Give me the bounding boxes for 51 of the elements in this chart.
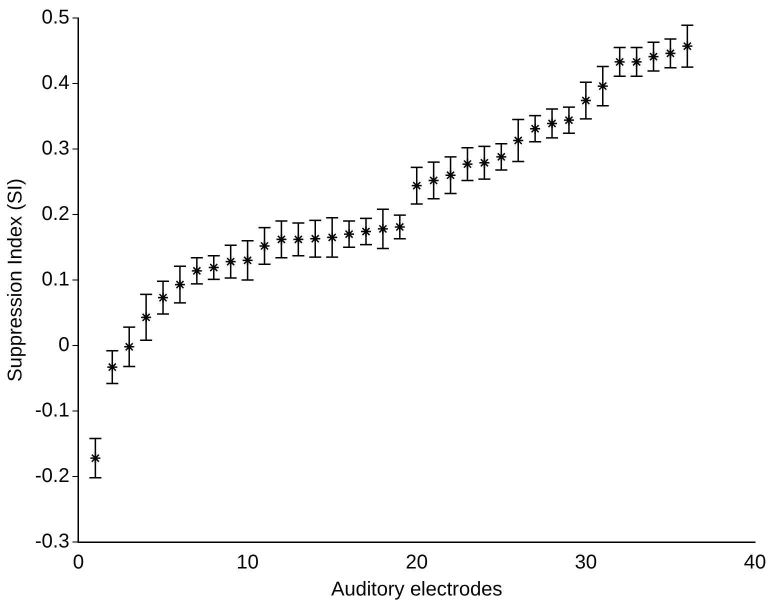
y-tick-label: 0.4 [42, 72, 70, 94]
point [224, 256, 236, 268]
y-axis-title: Suppression Index (SI) [4, 178, 27, 382]
point [191, 265, 203, 277]
point [546, 118, 558, 130]
y-tick-label: -0.3 [34, 530, 70, 553]
x-tick-label: 20 [406, 552, 428, 574]
point [258, 240, 270, 252]
point [410, 180, 422, 192]
point [664, 48, 676, 60]
point [394, 221, 406, 233]
y-tick-label: 0 [58, 334, 70, 356]
point [276, 234, 288, 246]
x-tick-label: 0 [72, 552, 84, 574]
point [106, 361, 118, 373]
y-tick-label: 0.2 [42, 203, 70, 226]
point [563, 114, 575, 126]
point [377, 223, 389, 235]
point [242, 254, 254, 266]
point [90, 452, 102, 464]
point [462, 158, 474, 170]
y-tick-label: -0.1 [34, 400, 70, 422]
y-tick-label: 0.3 [42, 138, 70, 160]
y-tick-label: 0.1 [42, 268, 70, 291]
point [174, 278, 186, 290]
point [208, 262, 220, 274]
point [682, 40, 694, 52]
x-tick-label: 30 [574, 552, 597, 574]
y-tick-label: -0.2 [34, 465, 70, 488]
x-tick-label: 10 [236, 552, 259, 574]
point [428, 174, 440, 186]
point [444, 169, 456, 181]
point [343, 228, 355, 240]
point [529, 122, 541, 134]
point [597, 80, 609, 92]
point [123, 341, 135, 353]
point [648, 50, 660, 62]
point [326, 232, 338, 244]
point [630, 56, 642, 68]
point [512, 134, 524, 146]
point [360, 226, 372, 238]
y-tick-label: 0.5 [42, 6, 70, 29]
point [140, 312, 152, 324]
x-tick-label: 40 [744, 552, 766, 574]
point [614, 56, 626, 68]
point [580, 94, 592, 106]
point [478, 157, 490, 169]
point [157, 292, 169, 304]
x-axis-title: Auditory electrodes [331, 578, 502, 601]
point [292, 234, 304, 246]
point [496, 151, 508, 163]
